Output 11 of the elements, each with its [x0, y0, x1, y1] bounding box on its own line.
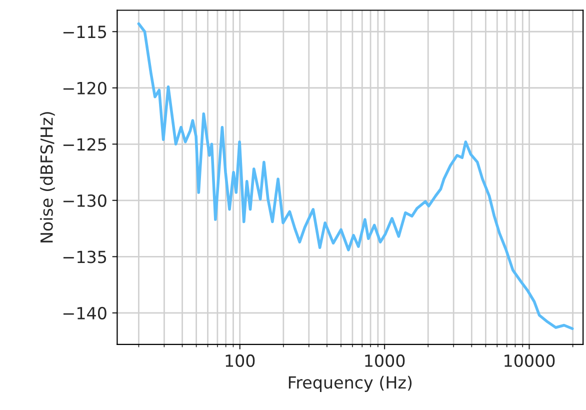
y-tick-label: −135: [63, 250, 106, 264]
y-tick-label: −120: [63, 82, 106, 94]
y-axis-title: Noise (dBFS/Hz): [40, 112, 55, 242]
x-tick-label: 100: [226, 354, 255, 368]
x-tick-label: 1000: [365, 354, 405, 368]
x-tick-label: 10000: [504, 354, 555, 368]
x-axis-title: Frequency (Hz): [288, 376, 412, 392]
y-tick-label: −125: [63, 138, 106, 151]
y-tick-label: −130: [63, 194, 106, 207]
y-tick-label: −115: [63, 26, 106, 38]
y-tick-label: −140: [63, 306, 106, 320]
